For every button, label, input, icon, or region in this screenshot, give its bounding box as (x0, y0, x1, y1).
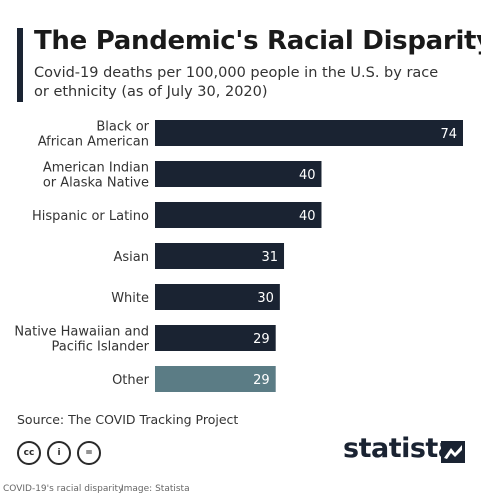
category-label-line: Asian (114, 250, 149, 265)
title-accent-bar (17, 28, 23, 102)
bar-value-label: 29 (253, 373, 270, 388)
bar-value-label: 40 (299, 168, 316, 183)
category-label-line: or Alaska Native (43, 176, 149, 191)
bar (155, 325, 276, 351)
category-label-line: Native Hawaiian and (14, 325, 149, 340)
footer-caption[interactable]: COVID-19's racial disparity (3, 484, 124, 494)
bar (155, 120, 463, 146)
category-label: Hispanic or Latino (32, 209, 149, 224)
footer-credit: Image: Statista (121, 484, 190, 494)
category-label: White (111, 291, 149, 306)
category-label-line: Hispanic or Latino (32, 209, 149, 224)
statista-logo-icon (441, 441, 465, 463)
cc-icon: cc (17, 441, 41, 465)
bar-value-label: 29 (253, 332, 270, 347)
source-note: Source: The COVID Tracking Project (17, 412, 239, 427)
bar-chart: 74 Black or African American 40 American Ind… (14, 120, 463, 392)
bar (155, 243, 285, 269)
infographic-card: The Pandemic's Racial Disparity Covid-19… (14, 26, 481, 465)
person-icon: i (47, 441, 71, 465)
category-label: Native Hawaiian and Pacific Islander (14, 325, 149, 355)
category-label-line: Pacific Islander (52, 340, 150, 355)
category-label-line: African American (38, 135, 149, 150)
license-icons: cc i = (17, 441, 101, 465)
equals-icon: = (77, 441, 101, 465)
bar (155, 366, 276, 392)
category-label-line: Other (112, 373, 150, 388)
category-label: Black or African American (38, 120, 150, 150)
chart-subtitle: Covid-19 deaths per 100,000 people in th… (34, 65, 439, 100)
bar-value-label: 31 (261, 250, 278, 265)
chart-title: The Pandemic's Racial Disparity (34, 26, 481, 56)
bar-value-label: 30 (257, 291, 274, 306)
category-label: American Indian or Alaska Native (43, 161, 149, 191)
category-label-line: Black or (96, 120, 149, 135)
bar-value-label: 40 (299, 209, 316, 224)
bar (155, 202, 322, 228)
bar-value-label: 74 (440, 127, 457, 142)
bar (155, 161, 322, 187)
category-label-line: White (111, 291, 149, 306)
bar (155, 284, 280, 310)
category-label: Other (112, 373, 150, 388)
category-label: Asian (114, 250, 149, 265)
category-label-line: American Indian (43, 161, 149, 176)
brand-logo-text: statista (343, 433, 456, 464)
